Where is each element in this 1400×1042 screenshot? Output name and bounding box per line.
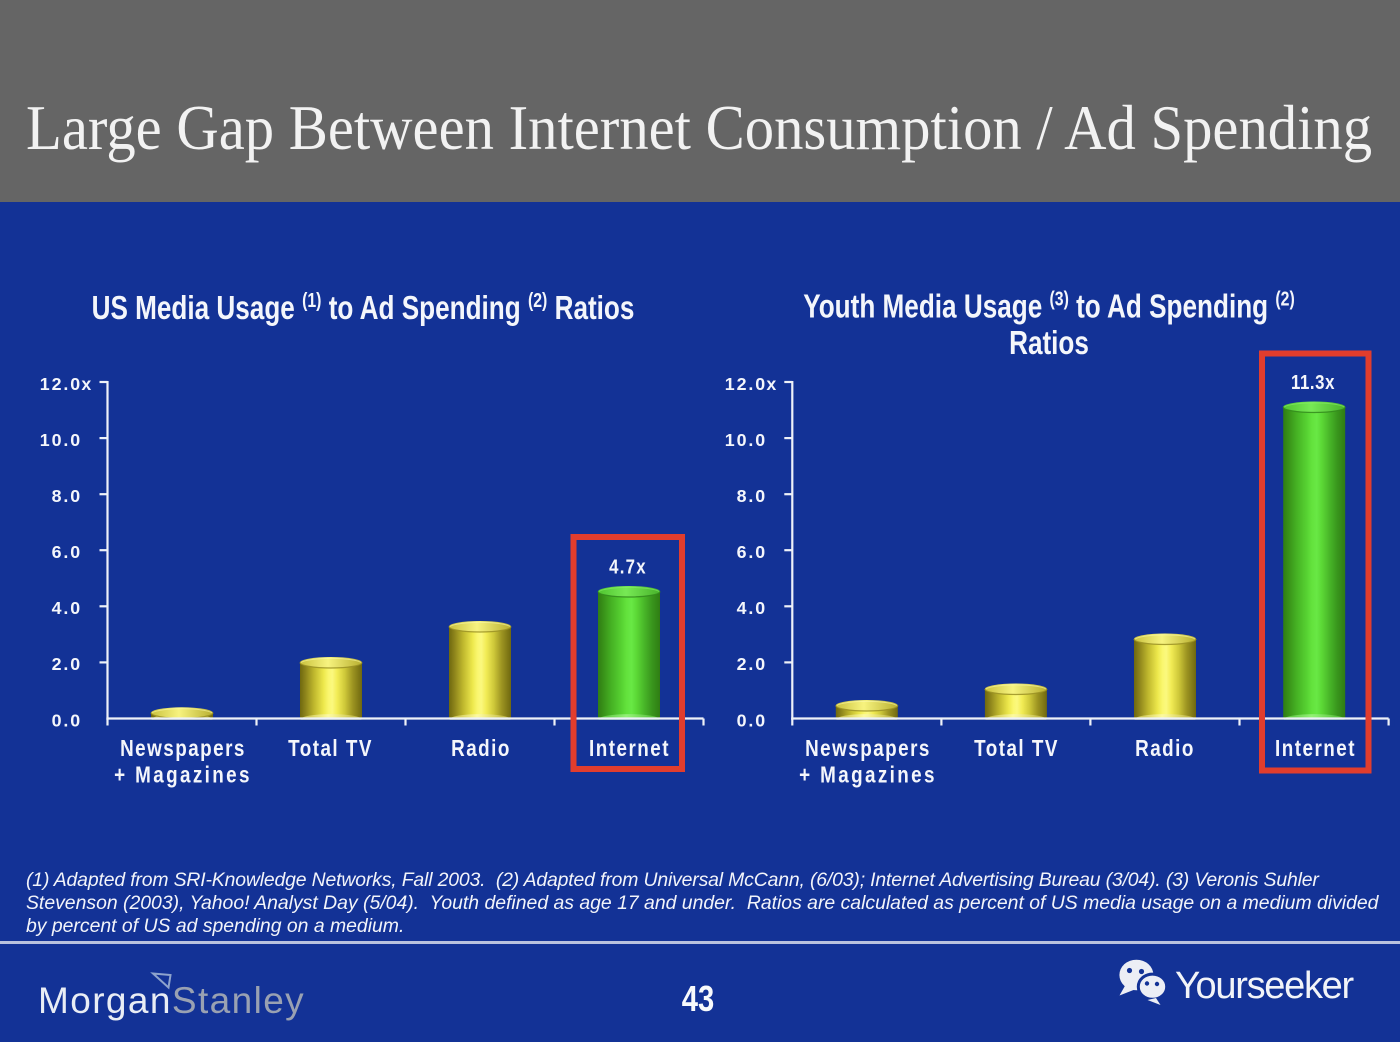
svg-text:Radio: Radio (1135, 736, 1195, 761)
svg-text:Total TV: Total TV (288, 736, 373, 761)
svg-text:Internet: Internet (589, 736, 670, 761)
svg-text:10.0: 10.0 (40, 430, 82, 450)
svg-text:12.0: 12.0 (40, 374, 82, 394)
svg-text:Newspapers: Newspapers (805, 736, 931, 761)
svg-text:US Media Usage (1) to Ad Spend: US Media Usage (1) to Ad Spending (2) Ra… (92, 289, 635, 326)
svg-text:2.0: 2.0 (52, 654, 82, 674)
svg-text:12.0: 12.0 (725, 374, 767, 394)
svg-text:0.0: 0.0 (52, 710, 82, 730)
svg-text:11.3x: 11.3x (1291, 370, 1335, 393)
svg-text:+ Magazines: + Magazines (799, 763, 937, 788)
svg-text:2.0: 2.0 (737, 654, 767, 674)
svg-text:+ Magazines: + Magazines (114, 763, 252, 788)
svg-text:0.0: 0.0 (737, 710, 767, 730)
svg-text:Radio: Radio (451, 736, 511, 761)
svg-text:4.0: 4.0 (52, 598, 82, 618)
svg-text:6.0: 6.0 (52, 542, 82, 562)
svg-text:4.0: 4.0 (737, 598, 767, 618)
svg-text:Youth Media Usage (3) to Ad Sp: Youth Media Usage (3) to Ad Spending (2) (803, 288, 1295, 325)
svg-text:8.0: 8.0 (737, 486, 767, 506)
svg-text:6.0: 6.0 (737, 542, 767, 562)
svg-text:Internet: Internet (1275, 736, 1356, 761)
svg-text:8.0: 8.0 (52, 486, 82, 506)
svg-text:x: x (766, 374, 776, 394)
svg-text:x: x (81, 374, 91, 394)
svg-text:Ratios: Ratios (1009, 325, 1089, 362)
svg-text:10.0: 10.0 (725, 430, 767, 450)
svg-text:Newspapers: Newspapers (120, 736, 246, 761)
svg-text:4.7x: 4.7x (609, 555, 647, 578)
svg-text:Total TV: Total TV (974, 736, 1059, 761)
